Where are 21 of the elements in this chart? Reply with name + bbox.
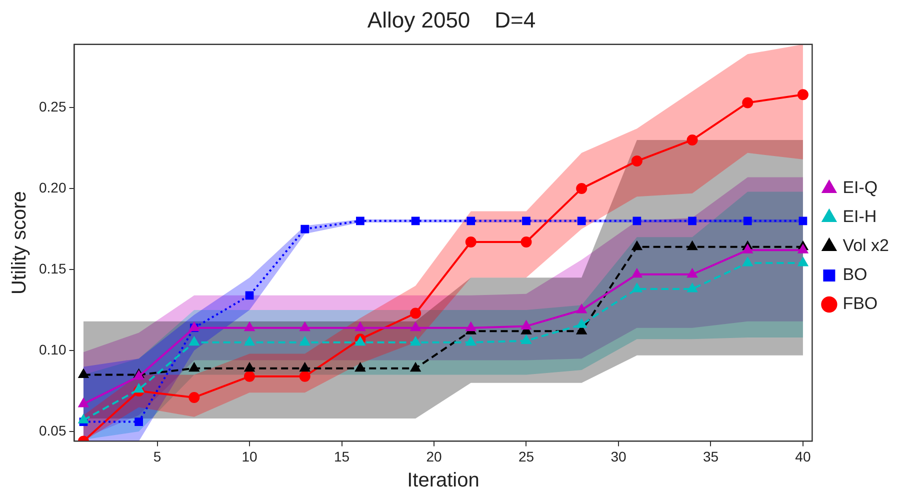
y-tick-label: 0.25: [39, 98, 66, 114]
y-tick-label: 0.05: [39, 422, 66, 438]
x-tick-label: 20: [426, 448, 442, 464]
y-tick-label: 0.10: [39, 341, 66, 358]
legend-label: EI-Q: [842, 178, 878, 198]
legend-label: Vol x2: [842, 236, 889, 256]
x-tick-label: 40: [795, 448, 811, 464]
chart-title: Alloy 2050 D=4: [367, 7, 536, 32]
y-tick-label: 0.15: [39, 260, 66, 276]
x-tick-label: 25: [518, 448, 534, 464]
x-tick-label: 15: [334, 448, 350, 464]
x-axis-title: Iteration: [407, 470, 480, 492]
legend-label: FBO: [842, 294, 878, 314]
x-tick-label: 35: [702, 448, 719, 464]
x-tick-label: 5: [153, 448, 162, 464]
y-tick-label: 0.20: [39, 179, 66, 196]
x-tick-label: 10: [242, 448, 258, 464]
legend-label: BO: [842, 265, 868, 284]
legend-label: EI-H: [842, 207, 877, 226]
y-axis-title: Utility score: [8, 191, 31, 294]
x-tick-label: 30: [610, 448, 626, 464]
